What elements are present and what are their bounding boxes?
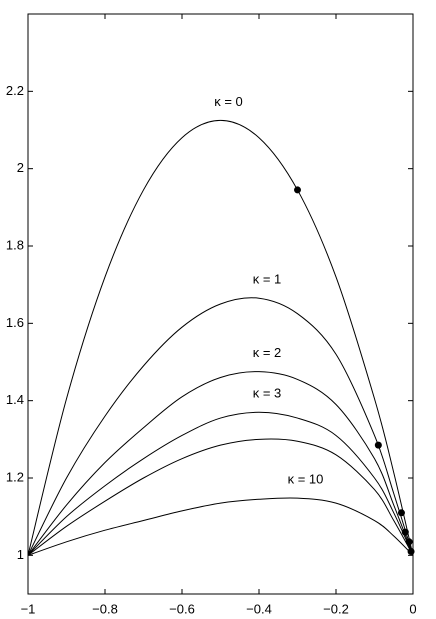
- x-tick-label: −0.8: [92, 601, 118, 616]
- curve-label: κ = 0: [214, 94, 243, 109]
- plot-frame: [27, 13, 414, 595]
- y-tick-label: 2: [17, 160, 24, 175]
- x-tick-label: −0.4: [246, 601, 272, 616]
- x-tick-label: −0.2: [323, 601, 349, 616]
- curve: [27, 438, 414, 556]
- curve: [27, 371, 414, 556]
- y-tick-label: 1.2: [6, 469, 24, 484]
- curve-label: κ = 1: [253, 272, 282, 287]
- y-tick-label: 1.6: [6, 315, 24, 330]
- y-tick-label: 1: [17, 547, 24, 562]
- marker: [401, 528, 409, 536]
- y-tick-label: 1.8: [6, 237, 24, 252]
- curve: [27, 297, 414, 556]
- y-tick-label: 1.4: [6, 392, 24, 407]
- curve: [27, 119, 414, 556]
- x-tick-label: −1: [21, 601, 36, 616]
- curve-label: κ = 10: [288, 472, 324, 487]
- curve: [27, 411, 414, 556]
- y-tick-label: 2.2: [6, 83, 24, 98]
- marker: [407, 547, 415, 555]
- curve-label: κ = 2: [253, 345, 282, 360]
- curve-label: κ = 3: [253, 386, 282, 401]
- marker: [397, 509, 405, 517]
- curve: [27, 497, 414, 556]
- marker: [294, 186, 301, 194]
- marker: [374, 441, 382, 449]
- x-tick-label: −0.6: [169, 601, 195, 616]
- x-tick-label: 0: [409, 601, 416, 616]
- marker: [405, 538, 413, 546]
